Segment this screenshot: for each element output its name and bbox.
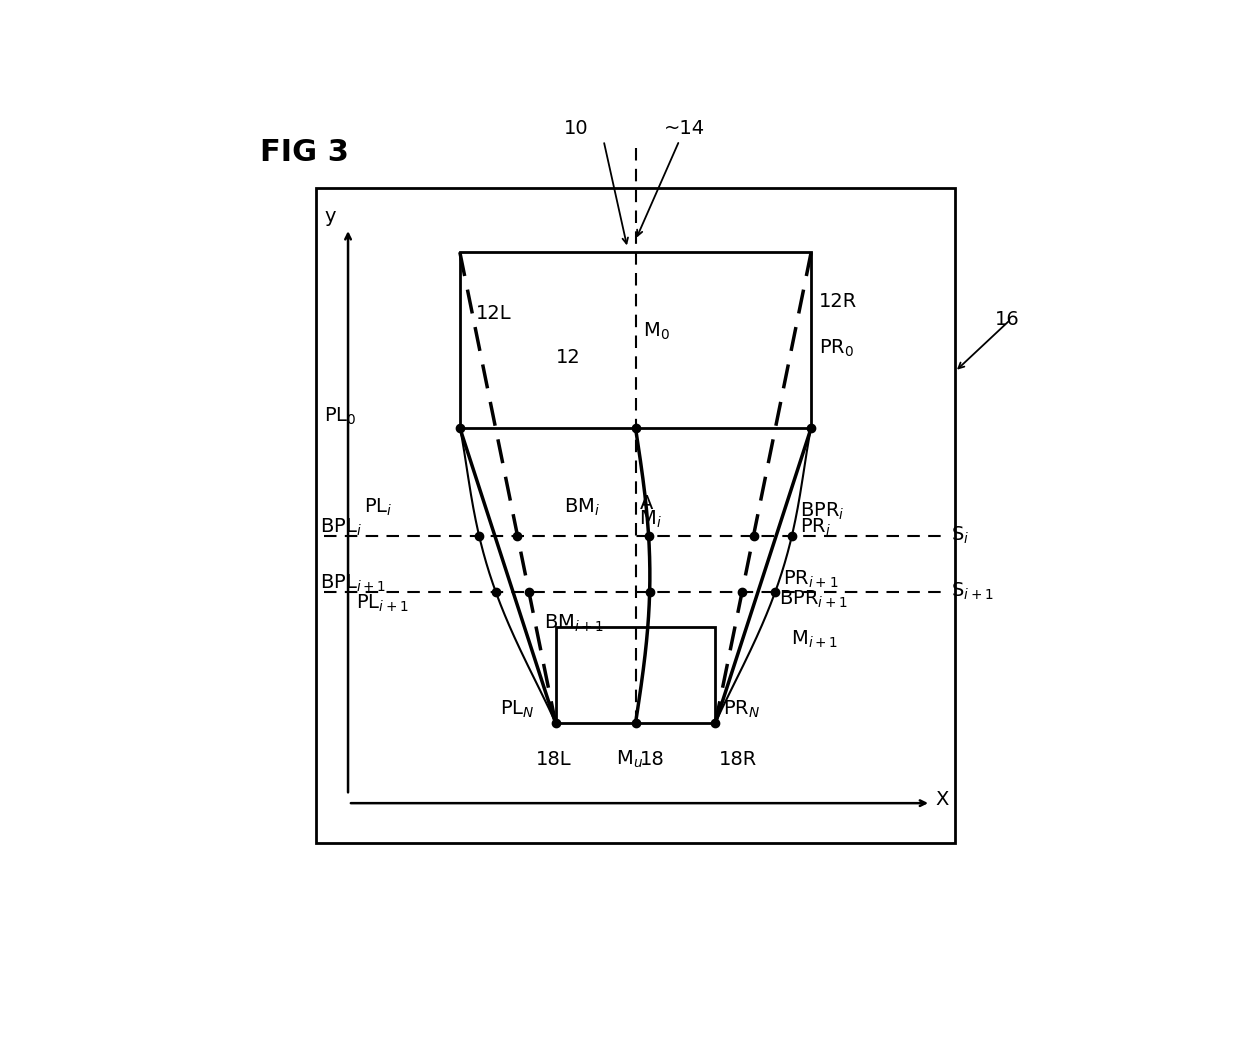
Text: 18R: 18R <box>719 750 758 768</box>
Text: 12R: 12R <box>820 291 857 311</box>
Text: ~14: ~14 <box>663 119 704 138</box>
Text: A: A <box>640 495 653 513</box>
Text: S$_i$: S$_i$ <box>951 525 970 546</box>
Text: M$_u$: M$_u$ <box>615 749 642 769</box>
Bar <box>556 627 715 724</box>
Text: 18: 18 <box>640 750 665 768</box>
Text: PR$_N$: PR$_N$ <box>723 698 760 720</box>
Text: PL$_N$: PL$_N$ <box>500 698 534 720</box>
Text: BM$_{i+1}$: BM$_{i+1}$ <box>543 613 604 635</box>
Text: 18L: 18L <box>536 750 572 768</box>
Text: FIG 3: FIG 3 <box>260 138 350 167</box>
Text: 12L: 12L <box>476 304 511 324</box>
Text: 16: 16 <box>994 310 1019 329</box>
Text: BPL$_i$: BPL$_i$ <box>320 517 362 538</box>
Text: BM$_i$: BM$_i$ <box>564 497 600 518</box>
Text: PR$_i$: PR$_i$ <box>800 517 831 538</box>
Text: S$_{i+1}$: S$_{i+1}$ <box>951 581 993 602</box>
Text: y: y <box>324 206 336 226</box>
Bar <box>316 189 955 843</box>
Text: BPR$_i$: BPR$_i$ <box>800 501 844 523</box>
Text: PR$_{i+1}$: PR$_{i+1}$ <box>784 569 838 590</box>
Text: M$_{i+1}$: M$_{i+1}$ <box>791 628 838 650</box>
Text: PL$_{i+1}$: PL$_{i+1}$ <box>356 593 409 614</box>
Text: PL$_i$: PL$_i$ <box>365 497 393 518</box>
Text: PR$_0$: PR$_0$ <box>820 338 854 360</box>
Text: M$_0$: M$_0$ <box>644 320 671 342</box>
Text: 12: 12 <box>556 348 580 367</box>
Text: X: X <box>935 789 949 809</box>
Text: BPL$_{i+1}$: BPL$_{i+1}$ <box>320 572 386 594</box>
Text: 10: 10 <box>564 119 588 138</box>
Text: M$_i$: M$_i$ <box>640 509 662 530</box>
Text: PL$_0$: PL$_0$ <box>324 405 357 426</box>
Text: BPR$_{i+1}$: BPR$_{i+1}$ <box>779 589 848 610</box>
Bar <box>460 252 811 428</box>
